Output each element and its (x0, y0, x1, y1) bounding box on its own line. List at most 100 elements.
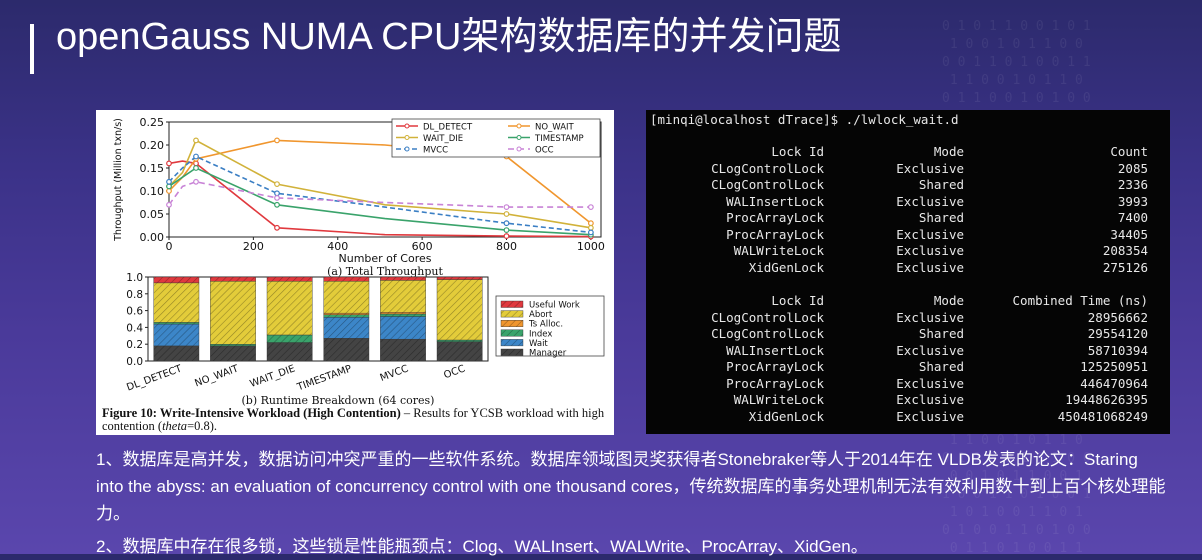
bar-segment (323, 317, 370, 339)
x-tick-label: 200 (243, 240, 264, 253)
time-table-row: ProcArrayLock Shared 125250951 (646, 359, 1170, 375)
series-point (166, 160, 172, 167)
series-point (503, 227, 510, 233)
bar-segment (380, 280, 426, 313)
series-point (503, 211, 510, 217)
legend-marker (516, 123, 522, 129)
column-header: Mode (933, 293, 964, 308)
table-cell: CLogControlLock (711, 309, 824, 325)
table-cell: WALInsertLock (726, 193, 824, 209)
legend-label: OCC (535, 146, 554, 156)
bar-segment (210, 280, 256, 345)
bar-segment (323, 280, 370, 314)
table-cell: 275126 (1102, 259, 1148, 275)
bar-segment (266, 342, 313, 362)
count-table-row: CLogControlLock Exclusive 2085 (646, 161, 1170, 177)
x-tick-label: 600 (412, 240, 433, 253)
table-cell: CLogControlLock (711, 326, 824, 341)
legend-label: Abort (529, 310, 553, 320)
figure-caption-theta: theta (162, 419, 188, 433)
count-table-row: XidGenLock Exclusive 275126 (646, 260, 1170, 276)
x-category-label: MVCC (379, 363, 410, 383)
series-point (193, 153, 199, 160)
legend-marker (404, 123, 410, 129)
table-cell: Exclusive (896, 309, 964, 325)
y-tick-label: 0.0 (126, 356, 143, 368)
y-tick-label: 1.0 (126, 272, 143, 284)
table-cell: 29554120 (1087, 326, 1148, 341)
bar-segment (436, 339, 483, 342)
y-tick-label: 0.2 (126, 339, 143, 351)
table-cell: ProcArrayLock (726, 210, 824, 225)
x-category-label: TIMESTAMP (295, 363, 353, 393)
table-cell: Shared (918, 210, 964, 225)
legend-label: Ts Alloc. (528, 320, 563, 330)
bar-segment (323, 338, 370, 362)
series-point (274, 190, 280, 197)
legend-marker (516, 135, 522, 140)
bar-segment (210, 343, 256, 347)
x-category-label: WAIT_DIE (249, 363, 297, 389)
series-point (274, 194, 280, 201)
figure-caption-bold: Figure 10: Write-Intensive Workload (Hig… (102, 406, 401, 420)
series-point (166, 178, 172, 185)
legend-swatch (500, 319, 524, 327)
count-table-header: Lock Id Mode Count (646, 144, 1170, 160)
table-cell: Shared (918, 359, 964, 374)
table-cell: Exclusive (896, 408, 964, 424)
series-point (503, 233, 510, 239)
slide-title: openGauss NUMA CPU架构数据库的并发问题 (56, 16, 842, 58)
table-cell: 7400 (1117, 210, 1148, 225)
y-tick-label: 0.00 (140, 231, 165, 244)
body-paragraph-1: 1、数据库是高并发，数据访问冲突严重的一些软件系统。数据库领域图灵奖获得者Sto… (96, 450, 1166, 523)
time-table-row: WALWriteLock Exclusive 19448626395 (646, 392, 1170, 408)
series-point (166, 201, 172, 208)
bar-segment (153, 322, 200, 325)
bar-segment (380, 312, 426, 315)
x-tick-label: 1000 (577, 240, 605, 253)
table-cell: XidGenLock (748, 259, 824, 275)
series-line (168, 155, 591, 234)
series-point (193, 165, 199, 171)
time-table-row: ProcArrayLock Exclusive 446470964 (646, 376, 1170, 392)
chart-a-caption: (a) Total Throughput (327, 265, 443, 278)
series-point (274, 181, 280, 187)
time-table-row: XidGenLock Exclusive 450481068249 (646, 409, 1170, 425)
series-point (274, 137, 280, 144)
table-cell: Shared (918, 326, 964, 341)
body-text: 1、数据库是高并发，数据访问冲突严重的一些软件系统。数据库领域图灵奖获得者Sto… (96, 446, 1166, 560)
bar-segment (436, 276, 483, 280)
series-point (503, 204, 510, 210)
table-cell: 2336 (1117, 177, 1148, 192)
column-header: Lock Id (771, 293, 824, 308)
terminal-prompt: [minqi@localhost dTrace]$ ./lwlock_wait.… (650, 112, 959, 127)
figure-caption: Figure 10: Write-Intensive Workload (Hig… (102, 407, 612, 433)
table-cell: CLogControlLock (711, 160, 824, 176)
bar-segment (380, 316, 426, 340)
count-table-row: CLogControlLock Shared 2336 (646, 177, 1170, 193)
legend-label: NO_WAIT (535, 123, 575, 133)
time-table-row: CLogControlLock Shared 29554120 (646, 326, 1170, 342)
table-cell: Exclusive (896, 243, 964, 258)
series-point (166, 183, 172, 190)
bar-segment (153, 345, 200, 362)
terminal-window[interactable]: [minqi@localhost dTrace]$ ./lwlock_wait.… (646, 110, 1170, 434)
legend-swatch (500, 348, 524, 356)
bar-segment (266, 276, 313, 282)
y-tick-label: 0.10 (140, 185, 165, 198)
column-header: Combined Time (ns) (1012, 293, 1148, 308)
legend-label: Manager (529, 349, 567, 359)
table-cell: 3993 (1117, 193, 1148, 209)
series-point (193, 137, 199, 144)
bar-segment (436, 279, 483, 341)
legend-swatch (500, 329, 524, 337)
bar-segment (266, 280, 313, 336)
count-table-row: WALWriteLock Exclusive 208354 (646, 243, 1170, 259)
bar-segment (323, 312, 370, 315)
x-category-label: NO_WAIT (193, 363, 240, 389)
y-tick-label: 0.15 (140, 162, 165, 175)
time-table-header: Lock Id Mode Combined Time (ns) (646, 293, 1170, 309)
legend-marker (516, 146, 522, 152)
table-cell: Exclusive (896, 342, 964, 358)
table-cell: Exclusive (896, 160, 964, 176)
